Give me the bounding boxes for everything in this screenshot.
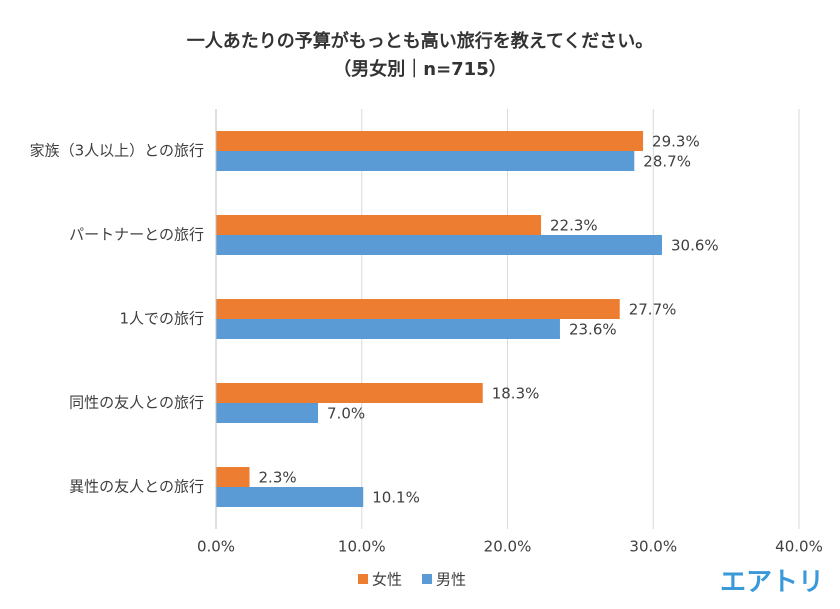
y-tick-label: 異性の友人との旅行: [69, 478, 204, 496]
bar: [216, 403, 319, 423]
bar: [216, 235, 662, 255]
y-tick-label: 家族（3人以上）との旅行: [30, 142, 204, 160]
legend-label: 女性: [372, 571, 402, 589]
bar: [216, 131, 644, 151]
bar: [216, 487, 364, 507]
value-label: 18.3%: [492, 385, 540, 403]
value-label: 7.0%: [327, 405, 365, 423]
legend-label: 男性: [436, 571, 466, 589]
y-tick-label: 1人での旅行: [119, 310, 204, 328]
value-label: 30.6%: [671, 237, 719, 255]
value-label: 28.7%: [643, 153, 691, 171]
bar: [216, 467, 250, 487]
x-tick-label: 30.0%: [629, 538, 677, 556]
legend-swatch: [422, 574, 432, 584]
value-label: 10.1%: [372, 489, 420, 507]
x-tick-label: 40.0%: [775, 538, 823, 556]
legend-swatch: [358, 574, 368, 584]
brand-logo: エアトリ: [720, 568, 824, 598]
chart-subtitle: （男女別｜n=715）: [333, 58, 506, 80]
bar: [216, 215, 542, 235]
value-label: 23.6%: [569, 321, 617, 339]
x-tick-label: 10.0%: [338, 538, 386, 556]
bar: [216, 151, 635, 171]
value-label: 27.7%: [629, 301, 677, 319]
value-label: 29.3%: [652, 133, 700, 151]
bar: [216, 319, 560, 339]
bar: [216, 299, 620, 319]
chart-title: 一人あたりの予算がもっとも高い旅行を教えてください。: [187, 30, 654, 52]
value-label: 22.3%: [550, 217, 598, 235]
value-label: 2.3%: [259, 469, 297, 487]
y-tick-label: 同性の友人との旅行: [69, 394, 204, 412]
y-tick-label: パートナーとの旅行: [69, 226, 204, 244]
x-tick-label: 20.0%: [484, 538, 532, 556]
bar: [216, 383, 483, 403]
x-tick-label: 0.0%: [197, 538, 235, 556]
